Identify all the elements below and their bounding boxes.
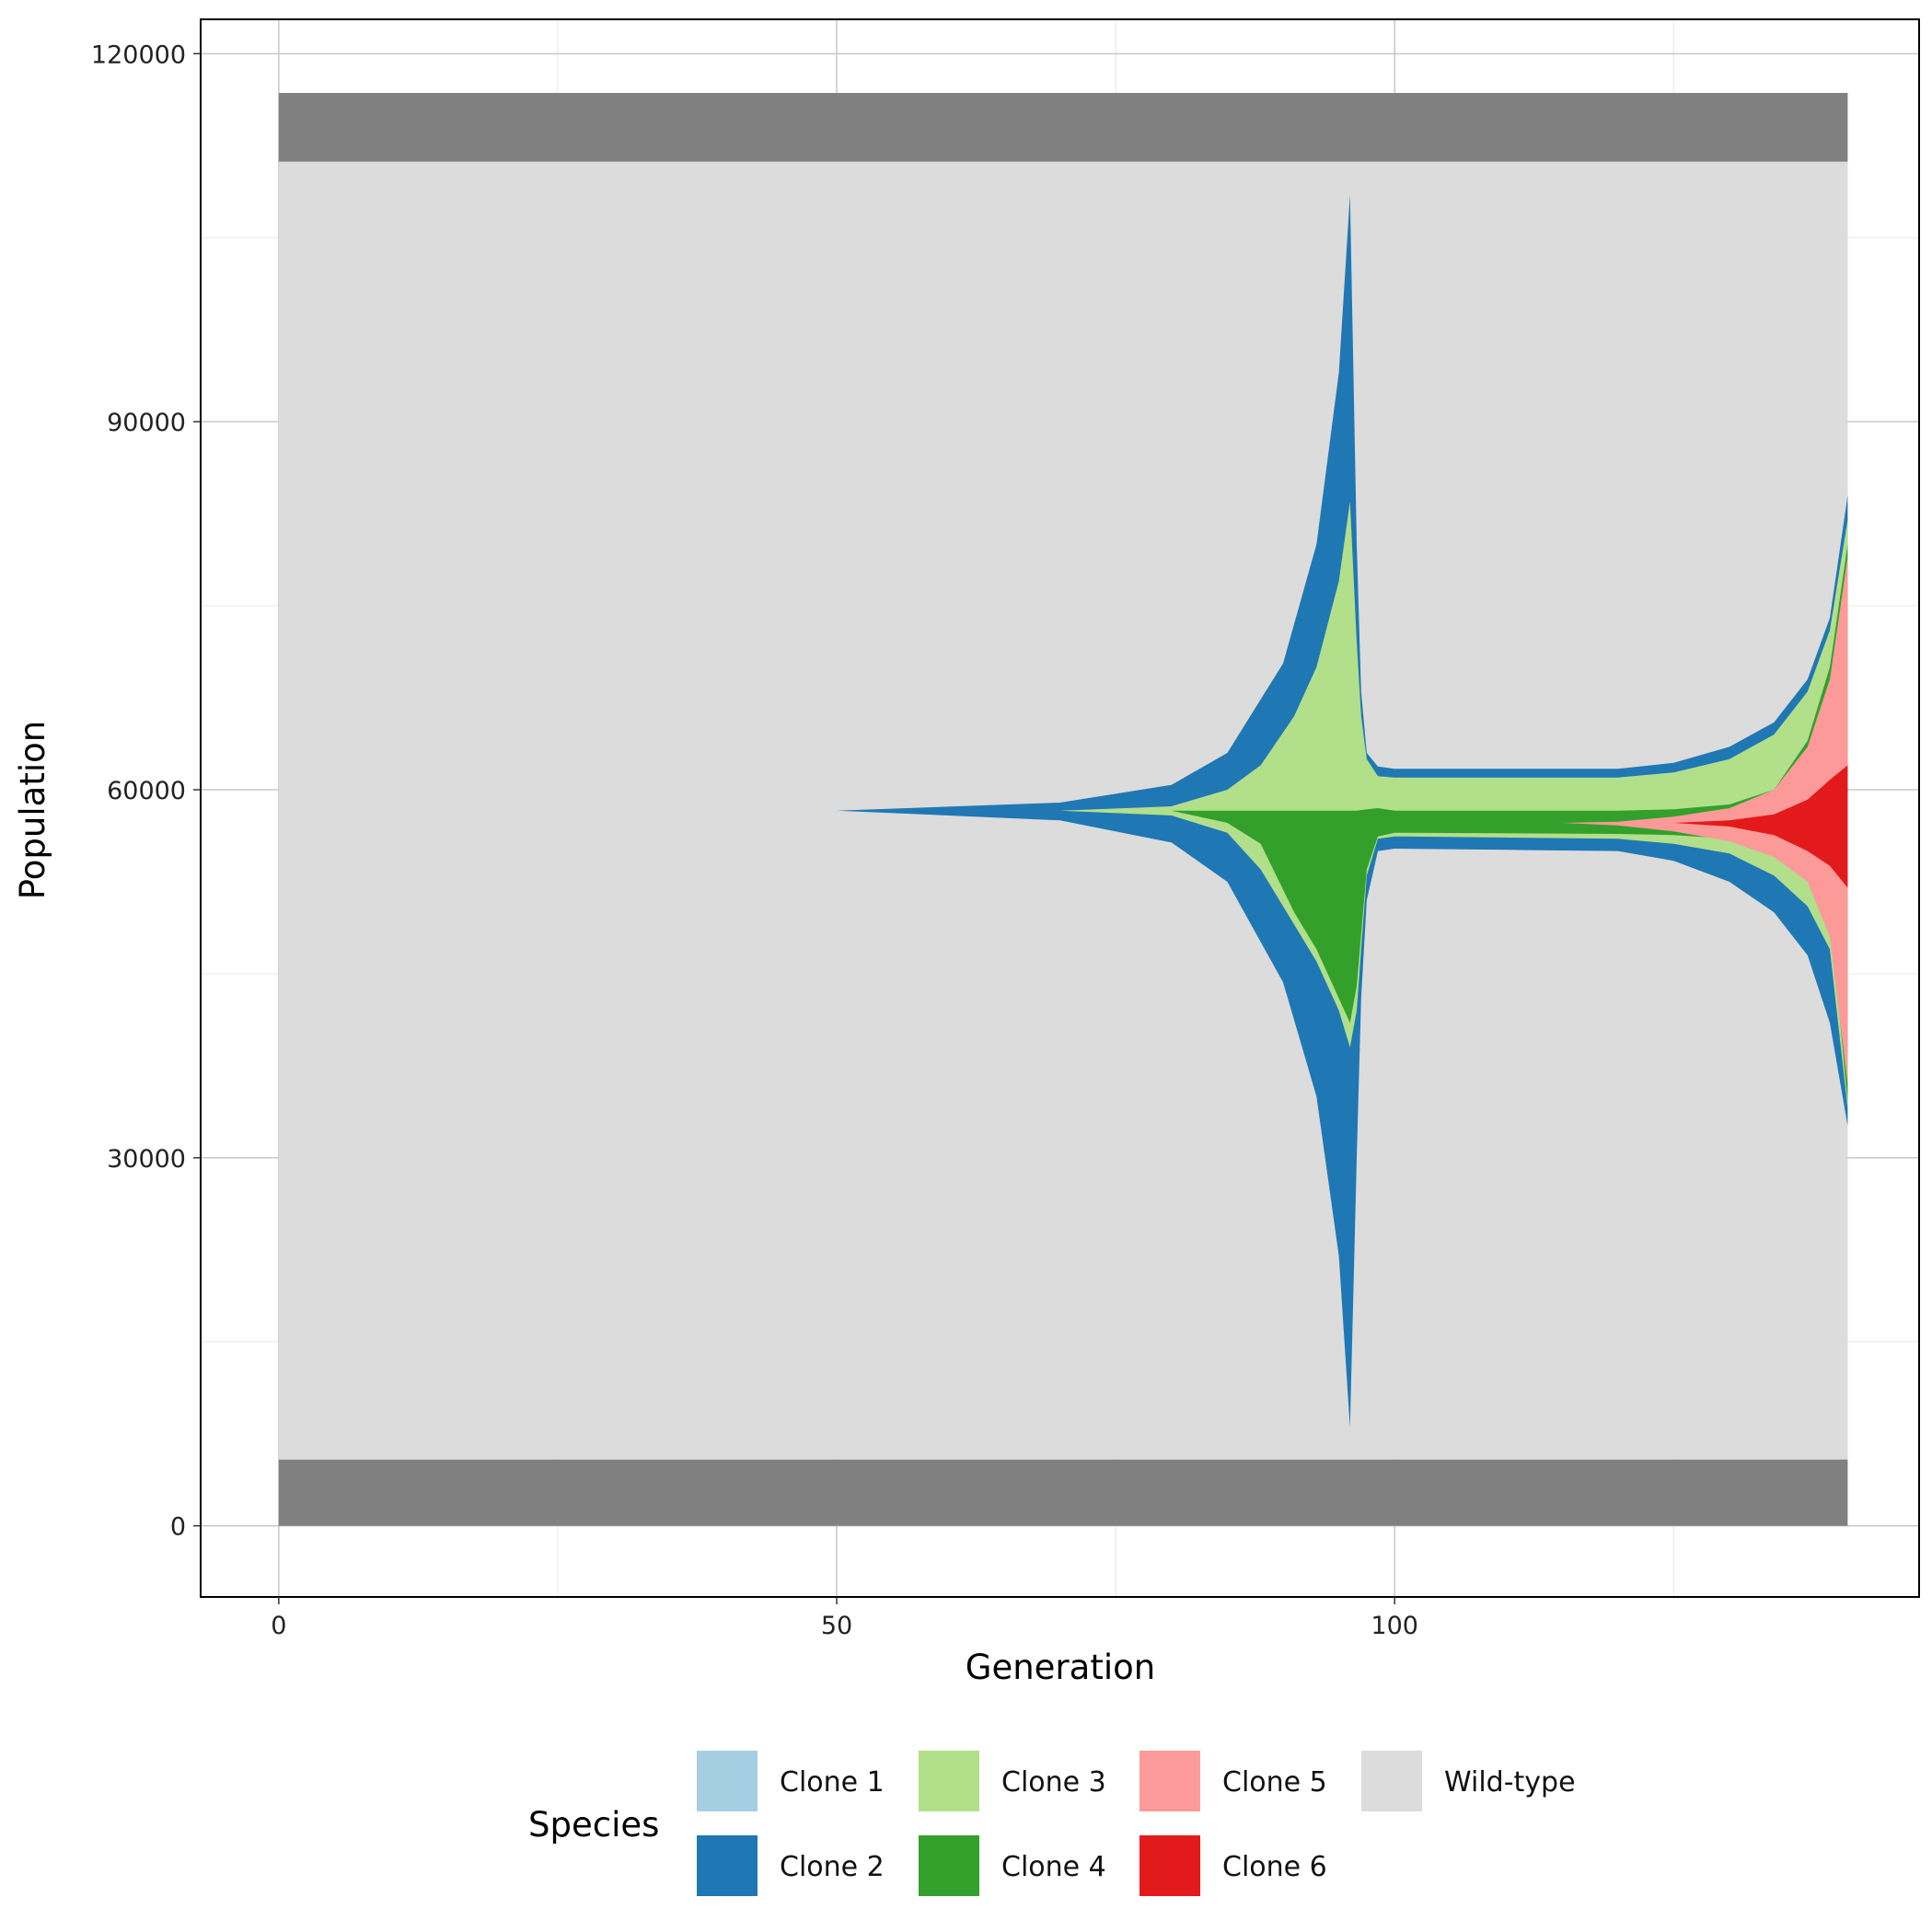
legend-swatch (697, 1835, 758, 1896)
legend-label: Clone 5 (1222, 1766, 1327, 1799)
y-tick-label: 120000 (91, 40, 186, 69)
legend-item-wild-type: Wild-type (1361, 1751, 1576, 1811)
y-axis-ticks: 0 30000 60000 90000 120000 (91, 40, 201, 1542)
legend-item-clone-3: Clone 3 (919, 1751, 1106, 1811)
legend-swatch (1361, 1751, 1422, 1811)
legend-swatch (1140, 1751, 1200, 1811)
legend-item-clone-4: Clone 4 (919, 1835, 1106, 1896)
series-clone-4 (1171, 544, 1848, 1103)
panel-border (200, 18, 1920, 1598)
y-axis-title: Population (13, 721, 52, 899)
legend: Species Clone 1 Clone 2 Clone 3 Clone 4 Clon… (528, 1751, 1576, 1896)
y-tick-label: 90000 (107, 409, 186, 437)
legend-swatch (919, 1751, 979, 1811)
x-tick-label: 50 (821, 1612, 852, 1640)
bottom-band (278, 1459, 1848, 1526)
legend-swatch (919, 1835, 979, 1896)
plot-frame (200, 18, 1920, 1598)
x-axis-title: Generation (966, 1648, 1155, 1687)
legend-item-clone-5: Clone 5 (1140, 1751, 1327, 1811)
legend-item-clone-6: Clone 6 (1140, 1835, 1327, 1896)
clone-series (837, 194, 1848, 1429)
legend-label: Clone 2 (780, 1851, 885, 1883)
x-axis-ticks: 0 50 100 (271, 1597, 1418, 1640)
legend-swatch (697, 1751, 758, 1811)
series-clone-3 (1059, 501, 1848, 1109)
legend-item-clone-1: Clone 1 (697, 1751, 885, 1811)
legend-title: Species (528, 1805, 659, 1845)
legend-label: Clone 1 (780, 1766, 885, 1799)
series-clone-6 (1673, 765, 1848, 888)
legend-swatch (1140, 1835, 1200, 1896)
legend-label: Wild-type (1444, 1766, 1576, 1799)
top-band (278, 92, 1848, 162)
legend-item-clone-2: Clone 2 (697, 1835, 885, 1896)
y-tick-label: 30000 (107, 1145, 186, 1174)
x-tick-label: 100 (1371, 1612, 1418, 1640)
legend-label: Clone 3 (1001, 1766, 1106, 1799)
x-tick-label: 0 (271, 1612, 286, 1640)
legend-label: Clone 4 (1001, 1851, 1106, 1883)
legend-label: Clone 6 (1222, 1851, 1327, 1883)
y-tick-label: 0 (170, 1513, 186, 1542)
series-clone-5 (1562, 556, 1848, 1084)
y-tick-label: 60000 (107, 777, 186, 805)
